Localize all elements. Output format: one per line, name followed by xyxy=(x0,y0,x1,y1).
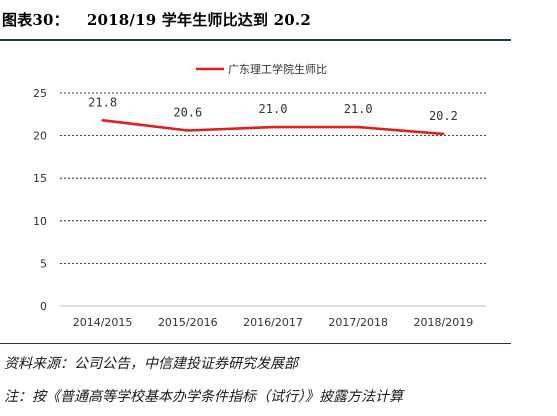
data-point xyxy=(101,119,104,122)
chart-legend: 广东理工学院生师比 xyxy=(196,62,327,76)
data-point xyxy=(442,132,445,136)
data-point xyxy=(186,129,189,132)
source-note: 资料来源：公司公告，中信建投证券研究发展部 xyxy=(4,356,298,372)
data-label: 20.2 xyxy=(429,109,458,123)
data-label: 21.0 xyxy=(259,102,288,116)
y-axis-ticks: 0 5 10 15 20 25 xyxy=(33,87,47,313)
x-tick-label: 2018/2019 xyxy=(414,316,474,329)
y-tick-label: 15 xyxy=(33,172,47,185)
chart-series xyxy=(101,119,445,136)
y-tick-label: 25 xyxy=(33,87,47,100)
x-tick-label: 2016/2017 xyxy=(243,316,303,329)
x-tick-label: 2017/2018 xyxy=(328,316,388,329)
y-tick-label: 20 xyxy=(33,130,47,143)
y-tick-label: 0 xyxy=(40,300,47,313)
chart-gridlines xyxy=(60,92,486,307)
figure-heading: 2018/19 学年生师比达到 20.2 xyxy=(86,11,311,29)
figure-title: 图表30： 2018/19 学年生师比达到 20.2 xyxy=(2,9,311,30)
bottom-rule xyxy=(0,343,511,344)
figure-number: 图表30： xyxy=(2,11,69,29)
data-point xyxy=(357,125,360,129)
x-tick-label: 2014/2015 xyxy=(73,316,133,329)
top-rule xyxy=(0,39,511,41)
x-axis-ticks: 2014/2015 2015/2016 2016/2017 2017/2018 2018… xyxy=(73,316,474,329)
data-point xyxy=(271,125,275,129)
data-label: 20.6 xyxy=(173,105,202,119)
x-tick-label: 2015/2016 xyxy=(158,316,218,329)
method-note: 注：按《普通高等学校基本办学条件指标（试行）》披露方法计算 xyxy=(4,389,403,405)
data-label: 21.8 xyxy=(88,95,117,109)
y-tick-label: 5 xyxy=(40,257,47,270)
y-tick-label: 10 xyxy=(33,215,47,228)
legend-label: 广东理工学院生师比 xyxy=(228,62,327,76)
data-labels: 21.8 20.6 21.0 21.0 20.2 xyxy=(88,95,458,123)
data-label: 21.0 xyxy=(344,102,373,116)
